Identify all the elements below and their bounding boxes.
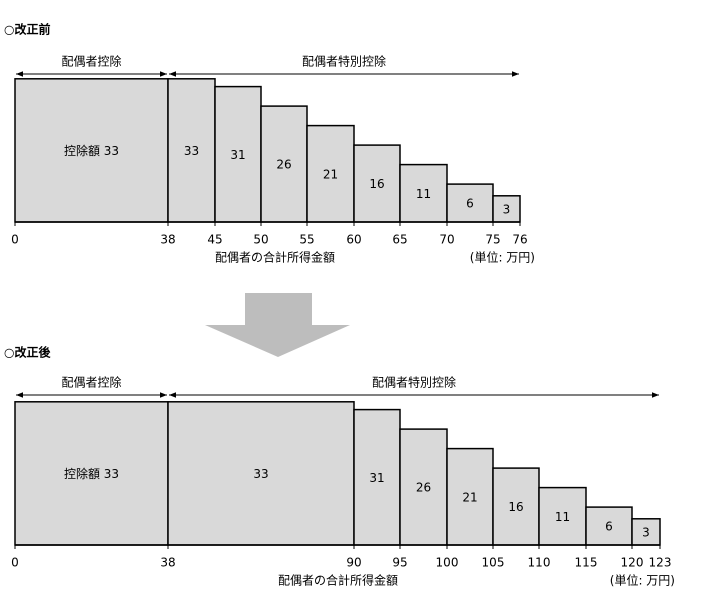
value-label: 3 bbox=[642, 525, 650, 539]
value-label: 33 bbox=[253, 467, 268, 481]
x-tick-label: 123 bbox=[649, 556, 672, 570]
x-tick-label: 75 bbox=[485, 233, 500, 247]
x-tick-label: 76 bbox=[512, 233, 527, 247]
x-tick-label: 120 bbox=[621, 556, 644, 570]
value-label: 控除額 33 bbox=[64, 143, 119, 158]
value-label: 6 bbox=[466, 197, 474, 211]
x-tick-label: 110 bbox=[528, 556, 551, 570]
value-label: 26 bbox=[416, 481, 431, 495]
x-tick-label: 60 bbox=[346, 233, 361, 247]
x-tick-label: 0 bbox=[11, 233, 19, 247]
bar bbox=[214, 85, 262, 223]
value-label: 26 bbox=[276, 158, 291, 172]
x-tick-label: 105 bbox=[482, 556, 505, 570]
bar bbox=[353, 144, 401, 223]
x-tick-label: 38 bbox=[160, 556, 175, 570]
x-tick-label: 45 bbox=[207, 233, 222, 247]
value-label: 31 bbox=[369, 471, 384, 485]
x-tick-label: 38 bbox=[160, 233, 175, 247]
span-label: 配偶者控除 bbox=[61, 54, 121, 69]
bar bbox=[399, 163, 448, 223]
value-label: 3 bbox=[503, 202, 511, 216]
x-tick-label: 55 bbox=[299, 233, 314, 247]
value-label: 16 bbox=[508, 500, 523, 514]
bar bbox=[14, 401, 169, 546]
x-tick-label: 100 bbox=[436, 556, 459, 570]
bar bbox=[585, 506, 633, 546]
x-axis-label: 配偶者の合計所得金額 bbox=[215, 250, 335, 265]
x-tick-label: 65 bbox=[392, 233, 407, 247]
x-tick-label: 50 bbox=[253, 233, 268, 247]
bar bbox=[399, 428, 448, 546]
unit-label: (単位: 万円) bbox=[610, 573, 675, 588]
bar bbox=[631, 518, 661, 546]
bar bbox=[167, 401, 355, 546]
value-label: 11 bbox=[555, 510, 570, 524]
bar bbox=[353, 408, 401, 546]
bar bbox=[446, 447, 494, 546]
bar bbox=[167, 78, 216, 223]
value-label: 31 bbox=[230, 148, 245, 162]
value-label: 11 bbox=[416, 187, 431, 201]
section-title: ○改正前 bbox=[4, 22, 50, 37]
x-axis-label: 配偶者の合計所得金額 bbox=[278, 573, 398, 588]
unit-label: (単位: 万円) bbox=[470, 250, 535, 265]
value-label: 33 bbox=[184, 144, 199, 158]
down-arrow bbox=[205, 293, 350, 357]
x-tick-label: 0 bbox=[11, 556, 19, 570]
section-title: ○改正後 bbox=[4, 345, 51, 360]
value-label: 16 bbox=[369, 177, 384, 191]
x-tick-label: 115 bbox=[575, 556, 598, 570]
value-label: 21 bbox=[462, 490, 477, 504]
x-tick-label: 95 bbox=[392, 556, 407, 570]
span-label: 配偶者特別控除 bbox=[372, 375, 456, 390]
span-label: 配偶者控除 bbox=[61, 375, 121, 390]
x-tick-label: 70 bbox=[439, 233, 454, 247]
x-tick-label: 90 bbox=[346, 556, 361, 570]
bar bbox=[260, 105, 308, 223]
value-label: 6 bbox=[605, 520, 613, 534]
bar bbox=[14, 78, 169, 223]
span-label: 配偶者特別控除 bbox=[302, 54, 386, 69]
value-label: 控除額 33 bbox=[64, 466, 119, 481]
value-label: 21 bbox=[323, 167, 338, 181]
